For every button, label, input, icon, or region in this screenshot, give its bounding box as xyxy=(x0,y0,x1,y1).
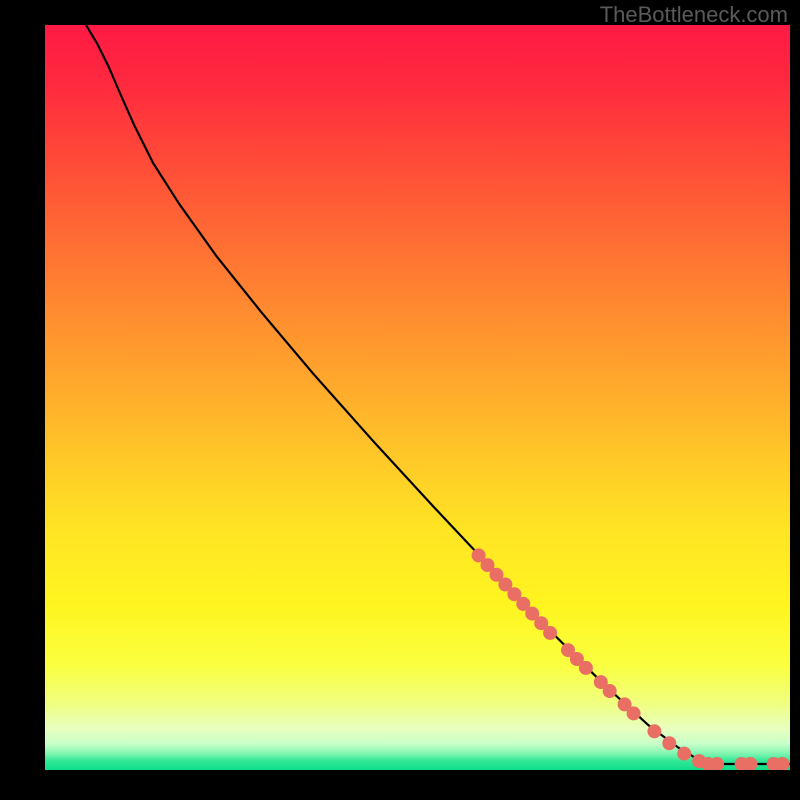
data-marker xyxy=(677,747,691,761)
data-marker xyxy=(603,684,617,698)
chart-plot-area xyxy=(45,25,790,770)
data-marker xyxy=(543,626,557,640)
data-marker xyxy=(579,661,593,675)
gradient-background xyxy=(45,25,790,770)
data-marker xyxy=(647,724,661,738)
data-marker xyxy=(662,736,676,750)
chart-svg xyxy=(45,25,790,770)
data-marker xyxy=(627,706,641,720)
